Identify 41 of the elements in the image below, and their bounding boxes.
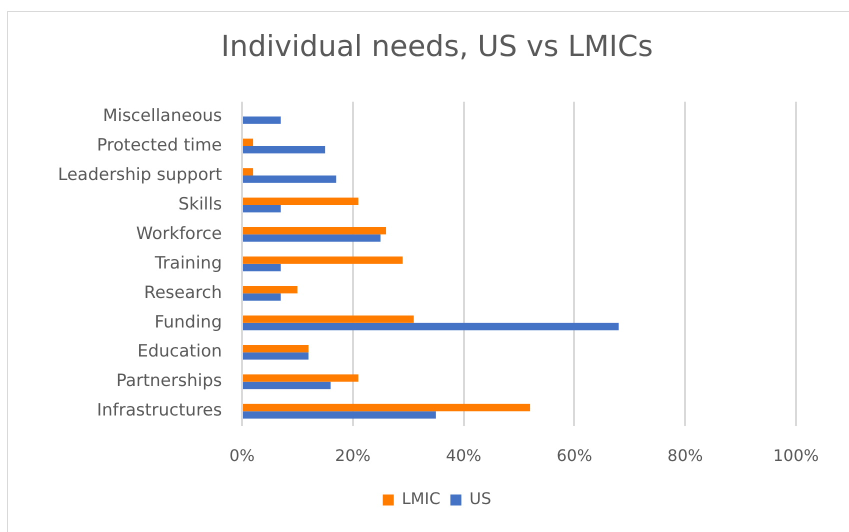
y-tick-label: Funding bbox=[154, 312, 222, 332]
x-tick-label: 80% bbox=[667, 446, 703, 465]
y-tick-label: Skills bbox=[178, 194, 222, 214]
y-tick-label: Workforce bbox=[136, 224, 222, 244]
bar bbox=[243, 264, 281, 272]
bar bbox=[243, 138, 254, 146]
chart-title: Individual needs, US vs LMICs bbox=[221, 28, 653, 63]
x-tick-label: 20% bbox=[335, 446, 371, 465]
bar bbox=[243, 168, 254, 176]
x-tick-label: 0% bbox=[229, 446, 255, 465]
x-tick-label: 100% bbox=[773, 446, 819, 465]
y-tick-label: Education bbox=[137, 342, 222, 362]
bar bbox=[243, 374, 358, 382]
y-tick-label: Leadership support bbox=[58, 164, 222, 185]
legend-label: US bbox=[469, 489, 492, 508]
bar bbox=[243, 411, 436, 419]
bar bbox=[243, 286, 298, 294]
legend-label: LMIC bbox=[402, 489, 440, 508]
y-tick-label: Miscellaneous bbox=[102, 106, 222, 126]
y-tick-label: Research bbox=[144, 282, 222, 303]
y-tick-label: Infrastructures bbox=[96, 400, 222, 421]
bar bbox=[243, 146, 326, 154]
bar bbox=[243, 293, 281, 301]
bar bbox=[243, 234, 380, 242]
y-tick-label: Protected time bbox=[96, 135, 222, 156]
bar bbox=[243, 204, 281, 212]
bar bbox=[243, 322, 619, 330]
x-tick-label: 60% bbox=[556, 446, 592, 465]
bar bbox=[243, 227, 386, 234]
bar bbox=[243, 352, 308, 360]
y-tick-label: Training bbox=[154, 253, 222, 274]
bar bbox=[243, 344, 308, 352]
bar bbox=[243, 175, 336, 183]
bar bbox=[243, 404, 530, 412]
y-tick-label: Partnerships bbox=[116, 371, 222, 392]
bar bbox=[243, 256, 403, 264]
bar bbox=[243, 116, 281, 124]
bar bbox=[243, 315, 414, 323]
x-tick-label: 40% bbox=[446, 446, 482, 465]
bar bbox=[243, 382, 331, 390]
bar bbox=[243, 198, 358, 205]
